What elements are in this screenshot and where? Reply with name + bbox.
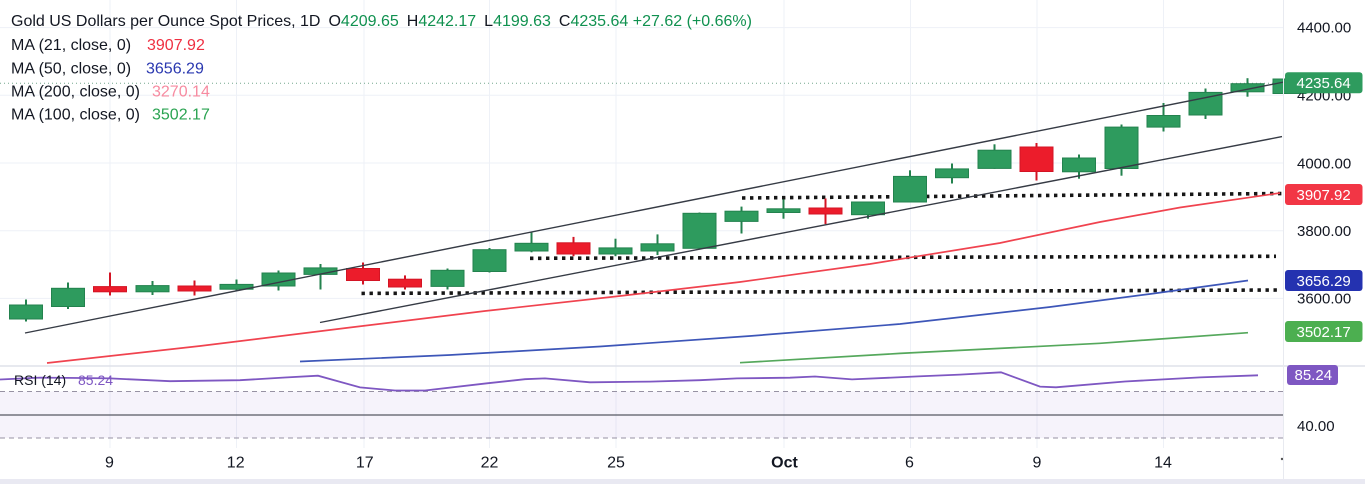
svg-text:Gold US Dollars per Ounce Spot: Gold US Dollars per Ounce Spot Prices, 1… <box>11 13 752 30</box>
svg-text:12: 12 <box>227 455 245 472</box>
svg-text:3270.14: 3270.14 <box>152 84 210 101</box>
svg-text:MA (50, close, 0): MA (50, close, 0) <box>11 61 131 78</box>
svg-text:3600.00: 3600.00 <box>1297 291 1351 308</box>
svg-text:17: 17 <box>356 455 374 472</box>
svg-text:RSI (14): RSI (14) <box>14 372 66 388</box>
svg-text:MA (200, close, 0): MA (200, close, 0) <box>11 84 140 101</box>
svg-text:MA (21, close, 0): MA (21, close, 0) <box>11 37 131 54</box>
svg-text:4000.00: 4000.00 <box>1297 155 1351 172</box>
svg-text:Oct: Oct <box>771 455 798 472</box>
svg-text:22: 22 <box>481 455 499 472</box>
svg-text:4235.64: 4235.64 <box>1297 75 1351 92</box>
svg-text:9: 9 <box>1033 455 1042 472</box>
svg-text:40.00: 40.00 <box>1297 418 1335 435</box>
svg-text:3907.92: 3907.92 <box>147 37 205 54</box>
svg-text:25: 25 <box>607 455 625 472</box>
svg-text:14: 14 <box>1154 455 1172 472</box>
svg-text:6: 6 <box>905 455 914 472</box>
svg-text:3907.92: 3907.92 <box>1297 187 1351 204</box>
svg-text:85.24: 85.24 <box>1295 367 1333 384</box>
svg-text:3656.29: 3656.29 <box>146 61 204 78</box>
svg-text:3502.17: 3502.17 <box>152 107 210 124</box>
svg-text:9: 9 <box>105 455 114 472</box>
svg-text:3656.29: 3656.29 <box>1297 273 1351 290</box>
svg-text:3800.00: 3800.00 <box>1297 223 1351 240</box>
svg-text:3502.17: 3502.17 <box>1297 324 1351 341</box>
svg-text:4400.00: 4400.00 <box>1297 19 1351 36</box>
svg-text:85.24: 85.24 <box>78 372 113 388</box>
svg-text:MA (100, close, 0): MA (100, close, 0) <box>11 107 140 124</box>
